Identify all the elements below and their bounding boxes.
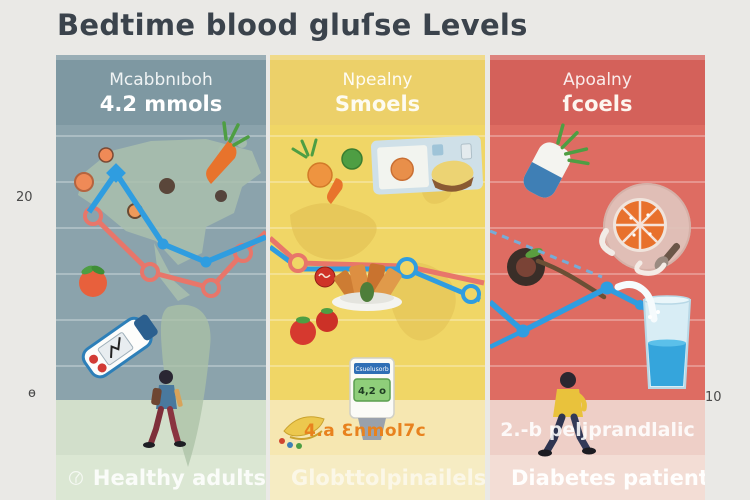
panel-2-header: Npealny Smoels [270, 55, 485, 125]
panel-2-header-line2: Smoels [334, 91, 421, 116]
panel-3-header: Apoalny ſcoels [490, 55, 705, 125]
axis-tick-left-top: 20 [16, 190, 33, 205]
panel-3-lower-band [490, 400, 705, 455]
panel-2-header-line1: Npealny [342, 69, 413, 90]
panel-1-lower-band [56, 400, 266, 455]
page-title: Bedtime blood gluſse Levels [57, 8, 528, 42]
panel-3-body-background [490, 125, 705, 400]
panel-3-annotation: 2.-b peljprandlalic [500, 419, 695, 441]
panel-2-footer: Globttolpinailels [270, 455, 485, 500]
panel-3-header-line1: Apoalny [563, 69, 632, 90]
panel-normal-levels: Npealny Smoels Globttolpinailels 4.a Ɛnm… [270, 55, 485, 500]
axis-tick-right-bottom: 10 [705, 390, 722, 405]
panel-3-footer-label: Diabetes patients [511, 465, 705, 490]
panel-1-header-line1: Mcabbnıboh [109, 69, 213, 90]
panel-1-footer-label: Healthy adults [92, 465, 266, 490]
panel-healthy-adults: Mcabbnıboh 4.2 mmols Healthy adults [56, 55, 266, 500]
clock-icon [68, 470, 83, 485]
panel-1-body-background [56, 125, 266, 400]
axis-tick-left-bottom: ɵ [28, 386, 36, 401]
panel-2-footer-label: Globttolpinailels [291, 465, 485, 490]
panel-diabetes-patients: Apoalny ſcoels Diabetes patients 2.-b pe… [490, 55, 705, 500]
panel-3-header-line2: ſcoels [562, 91, 633, 116]
panel-1-header-line2: 4.2 mmols [99, 91, 223, 116]
panel-1-header: Mcabbnıboh 4.2 mmols [56, 55, 266, 125]
panel-1-footer: Healthy adults [56, 455, 266, 500]
panel-2-annotation: 4.a Ɛnmol7c [304, 421, 427, 441]
panel-3-footer: Diabetes patients [490, 455, 705, 500]
panel-2-body-background [270, 125, 485, 400]
